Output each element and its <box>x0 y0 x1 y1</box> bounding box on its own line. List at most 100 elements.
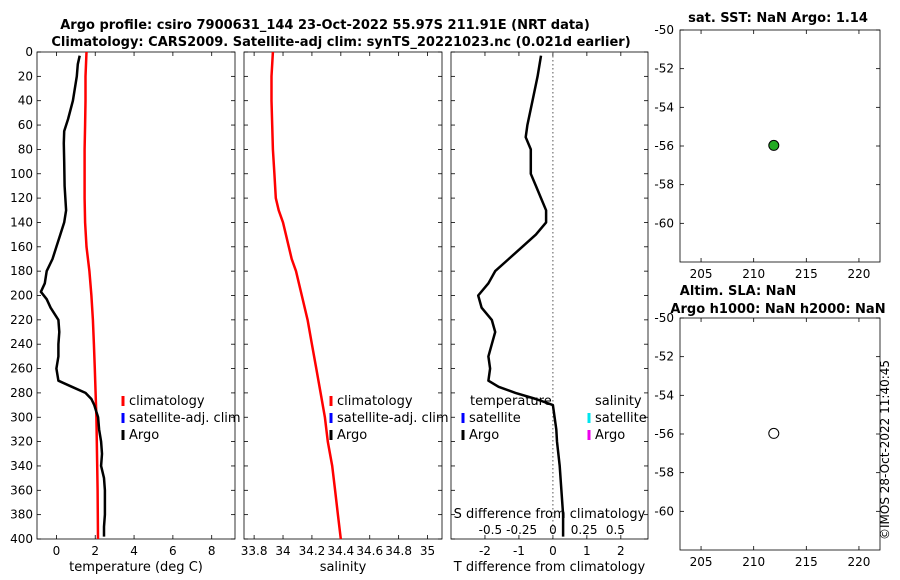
difference-temperature-x-tick-label: -1 <box>513 544 525 558</box>
depth-y-tick-label: 340 <box>10 459 33 473</box>
temperature-climatology-line <box>83 51 100 540</box>
depth-y-tick-label: 100 <box>10 167 33 181</box>
sla-map-x-tick-label: 215 <box>795 555 818 569</box>
sla-map-panel: 205 210 215 220 -50 -52 -54 -56 -58 -60 Altim. SLA… <box>654 284 885 569</box>
depth-y-tick-label: 240 <box>10 337 33 351</box>
depth-y-tick-label: 220 <box>10 313 33 327</box>
sst-map-axes <box>679 29 881 263</box>
salinity-legend-2-label: Argo <box>337 428 367 443</box>
sst-map-y-tick-label: -52 <box>654 62 674 76</box>
sla-map-x-tick-label: 210 <box>742 555 765 569</box>
depth-y-tick-label: 20 <box>18 69 33 83</box>
difference-legend-sal-satellite-label: satellite <box>595 411 647 426</box>
temperature-panel: 0204060801001201401601802002202402602803… <box>10 45 241 575</box>
sla-map-title-1: Altim. SLA: NaN <box>680 284 796 299</box>
difference-temperature-x-tick-label: 0 <box>549 544 557 558</box>
sst-map-y-tick-label: -60 <box>654 216 674 230</box>
difference-temperature-x-tick-label: 2 <box>617 544 625 558</box>
depth-y-tick-label: 180 <box>10 264 33 278</box>
depth-y-tick-label: 280 <box>10 386 33 400</box>
sla-map-x-tick-label: 220 <box>847 555 870 569</box>
temperature-x-axis-label: temperature (deg C) <box>69 560 203 575</box>
depth-y-tick-label: 140 <box>10 215 33 229</box>
temperature-x-tick-label: 0 <box>53 544 61 558</box>
depth-y-tick-label: 120 <box>10 191 33 205</box>
salinity-x-axis-label: salinity <box>320 560 367 575</box>
difference-salinity-tick-label: 0 <box>549 523 557 537</box>
salinity-x-tick-label: 34.6 <box>356 544 383 558</box>
difference-salinity-tick-label: -0.25 <box>506 523 537 537</box>
salinity-x-tick-label: 33.8 <box>241 544 268 558</box>
difference-salinity-tick-label: 0.25 <box>571 523 598 537</box>
depth-y-tick-label: 300 <box>10 410 33 424</box>
sst-map-title-1: sat. SST: NaN Argo: 1.14 <box>688 11 868 26</box>
difference-x-axis-label: T difference from climatology <box>453 560 646 575</box>
salinity-x-tick-label: 34.8 <box>385 544 412 558</box>
depth-y-tick-label: 260 <box>10 362 33 376</box>
sla-map-y-tick-label: -56 <box>654 427 674 441</box>
sst-map-x-tick-label: 220 <box>847 267 870 281</box>
salinity-legend-0-label: climatology <box>337 394 413 409</box>
temperature-x-tick-label: 8 <box>208 544 216 558</box>
sst-map-y-tick-label: -50 <box>654 23 674 37</box>
depth-y-tick-label: 60 <box>18 118 33 132</box>
sst-map-x-tick-label: 205 <box>690 267 713 281</box>
sla-map-x-tick-label: 205 <box>690 555 713 569</box>
sst-map-argo-position-marker <box>768 139 780 151</box>
difference-legend-temp-argo-label: Argo <box>469 428 499 443</box>
depth-y-tick-label: 160 <box>10 240 33 254</box>
difference-temperature-x-tick-label: -2 <box>479 544 491 558</box>
sla-map-y-tick-label: -58 <box>654 466 674 480</box>
difference-salinity-tick-label: -0.5 <box>479 523 502 537</box>
sla-map-y-tick-label: -54 <box>654 388 674 402</box>
difference-axes <box>450 51 649 540</box>
sla-map-y-tick-label: -50 <box>654 311 674 325</box>
difference-salinity-axis-label: S difference from climatology <box>454 507 646 522</box>
salinity-x-tick-label: 34.2 <box>299 544 326 558</box>
sla-map-axes <box>679 317 881 551</box>
salinity-panel: 33.8 34 34.2 34.4 34.6 34.8 35 salinity climatol… <box>241 51 449 575</box>
sst-map-y-tick-label: -58 <box>654 178 674 192</box>
difference-legend-salinity-title: salinity <box>595 394 642 409</box>
sst-map-y-tick-label: -54 <box>654 100 674 114</box>
difference-legend-temperature-title: temperature <box>470 394 552 409</box>
depth-y-tick-label: 400 <box>10 532 33 546</box>
salinity-x-tick-label: 35 <box>420 544 435 558</box>
salinity-x-tick-label: 34.4 <box>327 544 354 558</box>
salinity-axes <box>243 51 443 540</box>
temperature-argo-line <box>39 55 107 537</box>
temperature-x-tick-label: 6 <box>169 544 177 558</box>
salinity-legend-1-label: satellite-adj. clim <box>337 411 449 426</box>
figure-title-line1: Argo profile: csiro 7900631_144 23-Oct-2… <box>60 18 590 33</box>
sla-map-y-tick-label: -52 <box>654 350 674 364</box>
sla-map-argo-position-marker <box>768 427 780 439</box>
sst-map-x-tick-label: 210 <box>742 267 765 281</box>
sst-map-x-tick-label: 215 <box>795 267 818 281</box>
temperature-x-tick-label: 2 <box>91 544 99 558</box>
depth-y-tick-label: 380 <box>10 508 33 522</box>
depth-y-tick-label: 200 <box>10 289 33 303</box>
difference-legend-sal-argo-label: Argo <box>595 428 625 443</box>
sla-map-title-2: Argo h1000: NaN h2000: NaN <box>670 302 885 317</box>
sla-map-y-tick-label: -60 <box>654 504 674 518</box>
difference-temperature-argo-line <box>476 55 565 537</box>
depth-y-tick-label: 0 <box>25 45 33 59</box>
temperature-legend-2-label: Argo <box>129 428 159 443</box>
temperature-legend-1-label: satellite-adj. clim <box>129 411 241 426</box>
depth-y-tick-label: 360 <box>10 483 33 497</box>
depth-y-tick-label: 320 <box>10 435 33 449</box>
difference-temperature-x-tick-label: 1 <box>583 544 591 558</box>
temperature-x-tick-label: 4 <box>130 544 138 558</box>
salinity-climatology-line <box>270 51 343 540</box>
depth-y-tick-label: 80 <box>18 142 33 156</box>
depth-y-tick-label: 40 <box>18 94 33 108</box>
sst-map-panel: 205 210 215 220 -50 -52 -54 -56 -58 -60 sat. SST: … <box>654 11 881 281</box>
temperature-legend-0-label: climatology <box>129 394 205 409</box>
difference-salinity-tick-label: 0.5 <box>606 523 625 537</box>
difference-legend-temp-satellite-label: satellite <box>469 411 521 426</box>
sst-map-y-tick-label: -56 <box>654 139 674 153</box>
timestamp-watermark: ©IMOS 28-Oct-2022 11:40:45 <box>878 360 892 540</box>
salinity-x-tick-label: 34 <box>275 544 290 558</box>
difference-panel: -2 -1 0 1 2 S difference from climatology-0.5… <box>450 51 649 575</box>
